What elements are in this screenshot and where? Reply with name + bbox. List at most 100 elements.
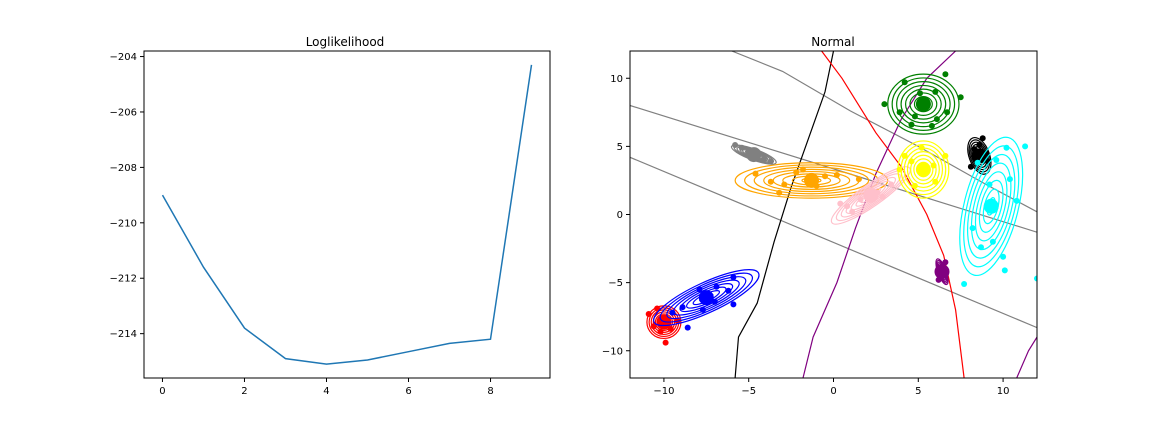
data-point: [1022, 143, 1029, 150]
data-point: [669, 309, 676, 316]
left-x-tick-label: 8: [487, 386, 493, 397]
data-point: [725, 287, 732, 294]
data-point: [761, 155, 767, 162]
data-point: [974, 159, 981, 166]
right-x-axis: −10 −5 0 5 10: [653, 378, 1009, 397]
right-plot-area: [630, 51, 1037, 378]
data-point: [917, 90, 923, 97]
data-point: [896, 109, 903, 116]
data-point: [837, 200, 844, 207]
cluster-contour: [906, 151, 940, 189]
left-y-tick-label: −206: [110, 107, 137, 118]
cluster-mean: [746, 147, 762, 163]
data-point: [781, 181, 788, 188]
data-point: [896, 166, 903, 173]
cluster-contour: [913, 158, 934, 181]
right-x-tick-label: 0: [830, 386, 836, 397]
data-point: [933, 116, 940, 123]
data-point: [713, 283, 720, 290]
loglikelihood-plot: Loglikelihood 0 2 4 6 8 −214 −212 −210 −208 −206…: [110, 35, 551, 397]
data-point: [776, 189, 783, 196]
cluster-contour: [887, 73, 960, 135]
data-point: [752, 170, 759, 177]
right-y-axis: −10 −5 0 5 10: [602, 74, 630, 357]
cluster-contour: [974, 171, 1008, 242]
data-point: [930, 162, 937, 169]
data-point: [730, 274, 737, 281]
left-plot-title: Loglikelihood: [306, 35, 385, 49]
cluster-contour: [900, 84, 947, 124]
data-point: [662, 339, 669, 346]
cluster-contour: [904, 88, 942, 120]
data-point: [986, 181, 993, 188]
left-plot-frame: [143, 50, 551, 379]
left-x-tick-label: 2: [241, 386, 247, 397]
left-x-tick-label: 6: [405, 386, 411, 397]
right-x-tick-label: 5: [915, 386, 921, 397]
data-point: [928, 122, 935, 129]
right-x-tick-label: 10: [997, 386, 1010, 397]
data-point: [978, 244, 984, 251]
cluster-mean: [698, 290, 714, 306]
data-point: [738, 144, 745, 151]
data-point: [1000, 253, 1007, 260]
cluster-8: [959, 136, 1037, 287]
data-point: [942, 152, 949, 159]
left-y-tick-label: −210: [110, 218, 137, 229]
data-point: [979, 135, 986, 142]
cluster-2: [881, 71, 964, 135]
data-point: [932, 178, 939, 185]
data-point: [849, 208, 856, 215]
cluster-contour: [896, 81, 951, 128]
data-point: [654, 305, 661, 312]
cluster-contour: [659, 272, 754, 323]
data-point: [822, 173, 828, 180]
data-point: [857, 196, 864, 203]
data-point: [911, 113, 918, 120]
data-point: [699, 306, 706, 313]
data-point: [911, 182, 918, 189]
left-x-tick-label: 0: [159, 386, 165, 397]
data-point: [657, 328, 664, 335]
cluster-mean: [934, 264, 950, 280]
cluster-3: [734, 162, 889, 199]
cluster-mean: [971, 148, 987, 164]
data-point: [645, 311, 652, 317]
cluster-contour: [910, 154, 937, 185]
left-y-tick-label: −212: [110, 274, 137, 285]
data-point: [767, 178, 774, 185]
cluster-contour: [967, 153, 1016, 259]
left-y-axis: −214 −212 −210 −208 −206 −204: [110, 52, 144, 340]
data-point: [833, 172, 840, 178]
data-point: [1001, 267, 1008, 274]
data-point: [793, 169, 800, 176]
black-boundary: [734, 51, 835, 378]
cluster-contour: [734, 162, 889, 199]
right-plot-title: Normal: [811, 35, 854, 49]
left-y-tick-label: −214: [110, 329, 137, 340]
data-point: [967, 163, 974, 170]
right-y-tick-label: 0: [617, 210, 623, 221]
data-point: [961, 281, 968, 287]
data-point: [932, 88, 939, 95]
cluster-mean: [863, 187, 879, 203]
cluster-9: [934, 258, 950, 286]
data-point: [1013, 197, 1020, 204]
left-series: [161, 64, 533, 365]
left-x-tick-label: 4: [323, 386, 329, 397]
left-x-axis: 0 2 4 6 8: [159, 378, 494, 397]
right-x-tick-label: −5: [741, 386, 756, 397]
data-point: [879, 193, 886, 200]
gray-boundary-lower: [630, 156, 1037, 329]
data-point: [1034, 275, 1037, 282]
data-point: [942, 71, 949, 78]
loglikelihood-line: [161, 64, 533, 365]
data-point: [684, 324, 691, 331]
cluster-contour: [959, 136, 1024, 277]
data-point: [732, 142, 739, 148]
data-point: [696, 286, 703, 293]
right-y-tick-label: 5: [617, 142, 623, 153]
cluster-5: [896, 140, 950, 199]
data-point: [908, 121, 915, 128]
